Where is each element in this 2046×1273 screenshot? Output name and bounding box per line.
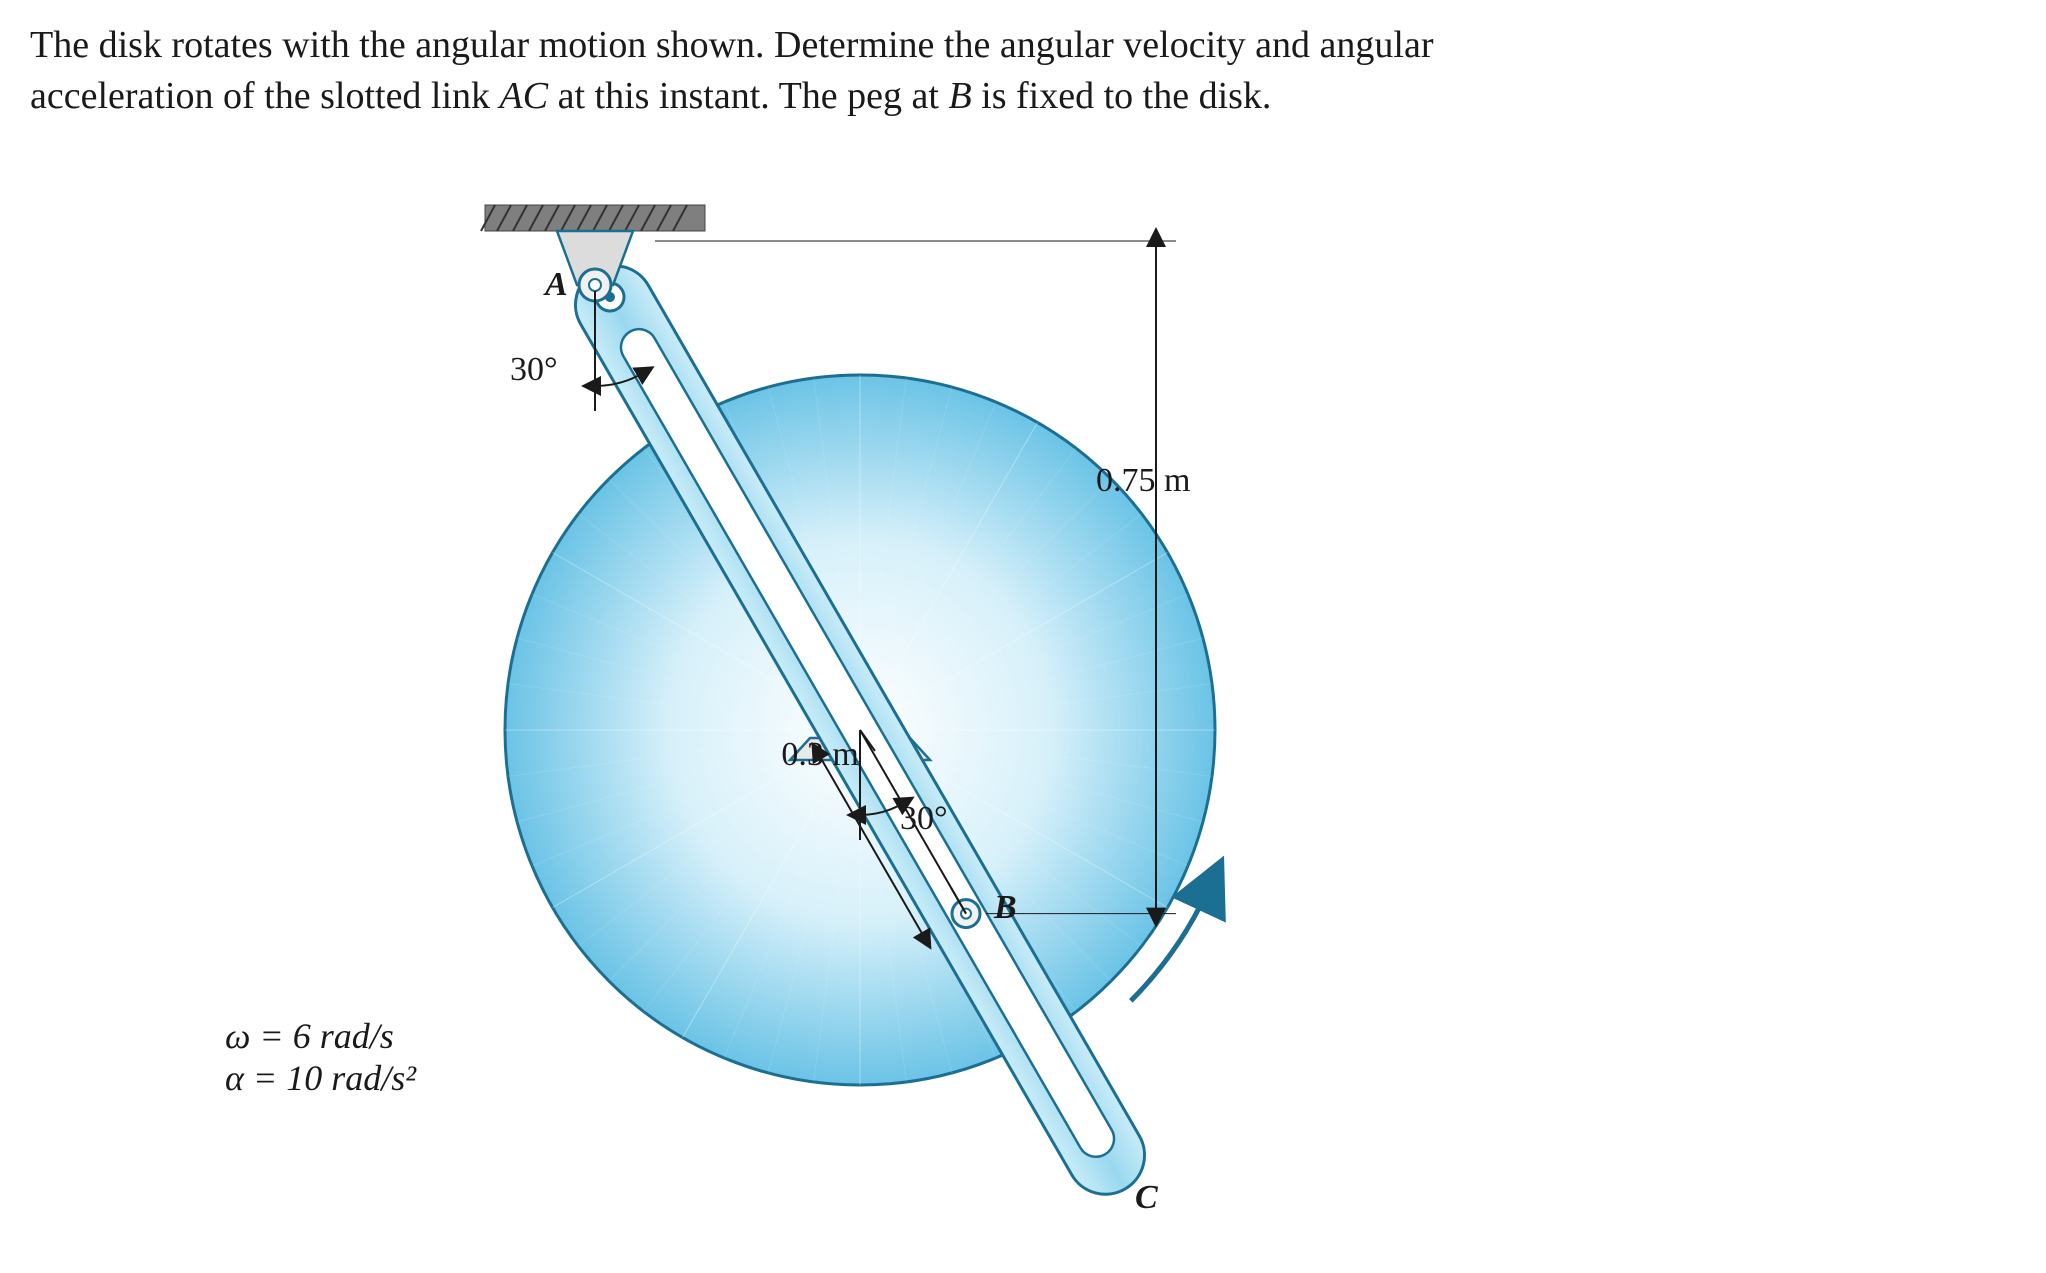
link-name: AC [500, 75, 549, 117]
label-distance-ab: 0.75 m [1096, 462, 1190, 500]
problem-line2-mid: at this instant. The peg at [548, 75, 948, 117]
label-radius: 0.3 m [781, 736, 858, 774]
problem-line1: The disk rotates with the angular motion… [30, 24, 1434, 66]
label-a: A [545, 266, 568, 304]
problem-line2-pre: acceleration of the slotted link [30, 75, 500, 117]
label-c: C [1135, 1179, 1158, 1217]
figure: A B C 30° 30° 0.75 m 0.3 m ω = 6 rad/s α… [360, 140, 1560, 1240]
label-b: B [994, 889, 1017, 927]
problem-statement: The disk rotates with the angular motion… [30, 20, 2010, 123]
label-angle-a: 30° [510, 351, 558, 389]
label-omega: ω = 6 rad/s [225, 1015, 394, 1057]
problem-line2-post: is fixed to the disk. [972, 75, 1272, 117]
peg-name: B [948, 75, 971, 117]
label-angle-b: 30° [900, 800, 948, 838]
label-alpha: α = 10 rad/s² [225, 1057, 416, 1099]
